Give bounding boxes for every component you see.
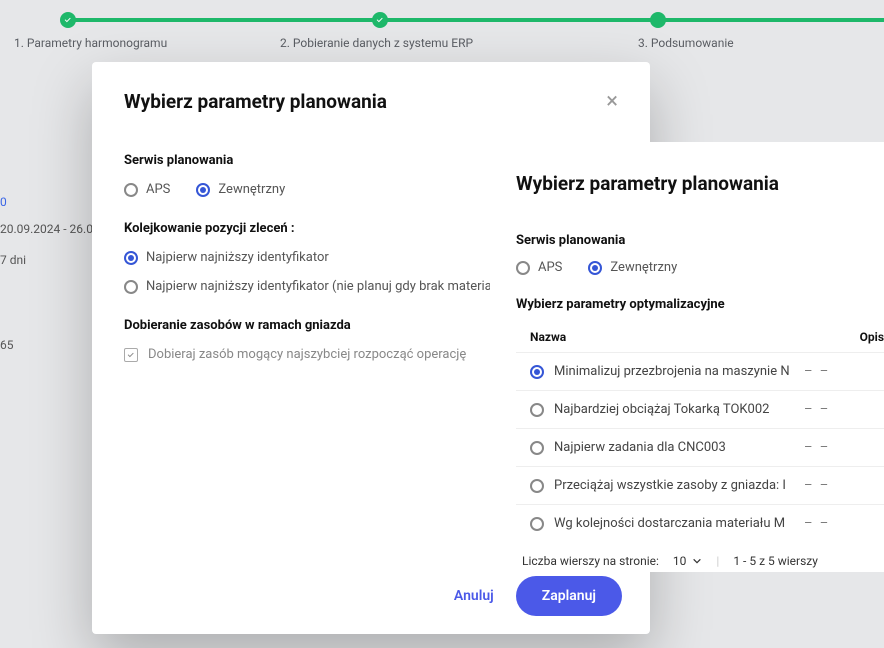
step-dot-3[interactable] [650,12,666,28]
bg-context-link: 0 [0,195,7,209]
step-label-2: 2. Pobieranie danych z systemu ERP [280,36,473,50]
pager-label: Liczba wierszy na stronie: [522,554,659,568]
pager-range: 1 - 5 z 5 wierszy [733,554,818,568]
step-label-3: 3. Podsumowanie [638,36,734,50]
stepper-line [68,18,884,22]
opt-row-4-label: Wg kolejności dostarczania materiału M [554,516,794,531]
optimization-params-modal: Wybierz parametry planowania Serwis plan… [490,142,884,572]
step-dot-1[interactable] [60,12,76,28]
modal2-radio-aps-label: APS [538,260,562,275]
radio-aps[interactable]: APS [124,182,170,197]
modal2-title: Wybierz parametry planowania [516,172,884,195]
col-name: Nazwa [530,330,860,344]
modal2-section-service-heading: Serwis planowania [516,233,884,248]
radio-queue-opt1-label: Najpierw najniższy identyfikator [146,250,329,265]
bg-context-range: 20.09.2024 - 26.09 [0,222,100,236]
opt-row-0-label: Minimalizuj przezbrojenia na maszynie N [554,364,794,379]
checkbox-fastest-resource-label: Dobieraj zasób mogący najszybciej rozpoc… [148,347,466,362]
step-dot-2[interactable] [372,12,388,28]
opt-row-1-label: Najbardziej obciążaj Tokarką TOK002 [554,402,794,417]
modal2-radio-aps[interactable]: APS [516,260,562,275]
close-icon[interactable]: × [606,91,618,113]
modal2-radio-external-label: Zewnętrzny [610,260,677,275]
modal-title: Wybierz parametry planowania [124,90,387,113]
plan-button[interactable]: Zaplanuj [516,576,622,616]
opt-row-2-desc: – – [804,440,830,455]
bg-context-days: 7 dni [0,253,26,267]
radio-external[interactable]: Zewnętrzny [196,182,285,197]
col-desc: Opis [860,330,884,344]
opt-row-3-desc: – – [804,478,830,493]
radio-queue-opt2-label: Najpierw najniższy identyfikator (nie pl… [146,279,507,294]
opt-row-2-label: Najpierw zadania dla CNC003 [554,440,794,455]
cancel-button[interactable]: Anuluj [454,588,494,604]
opt-row-3-label: Przeciążaj wszystkie zasoby z gniazda: I [554,478,794,493]
pagination: Liczba wierszy na stronie: 10 | 1 - 5 z … [516,542,884,568]
modal2-radio-external[interactable]: Zewnętrzny [588,260,677,275]
modal2-section-opt-heading: Wybierz parametry optymalizacyjne [516,297,884,312]
opt-table-header: Nazwa Opis [516,324,884,352]
opt-row-4-desc: – – [804,516,830,531]
step-label-1: 1. Parametry harmonogramu [14,36,167,50]
opt-row-2[interactable]: Najpierw zadania dla CNC003 – – [516,428,884,466]
bg-context-count: 65 [0,338,14,352]
chevron-down-icon [692,556,702,566]
radio-aps-label: APS [146,182,170,197]
opt-row-4[interactable]: Wg kolejności dostarczania materiału M –… [516,504,884,542]
wizard-stepper: 1. Parametry harmonogramu 2. Pobieranie … [0,0,884,55]
opt-row-1-desc: – – [804,402,830,417]
opt-row-1[interactable]: Najbardziej obciążaj Tokarką TOK002 – – [516,390,884,428]
opt-row-0-desc: – – [804,364,830,379]
page-size-value: 10 [673,554,687,568]
page-size-select[interactable]: 10 [673,554,703,568]
radio-external-label: Zewnętrzny [218,182,285,197]
opt-row-0[interactable]: Minimalizuj przezbrojenia na maszynie N … [516,352,884,390]
opt-row-3[interactable]: Przeciążaj wszystkie zasoby z gniazda: I… [516,466,884,504]
